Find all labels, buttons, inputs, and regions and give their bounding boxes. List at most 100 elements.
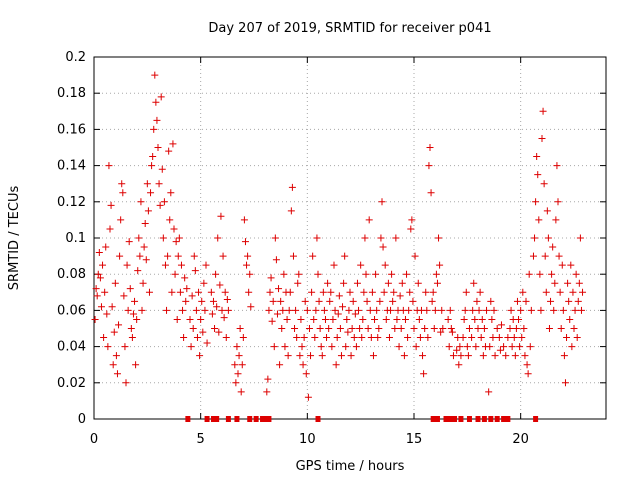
data-point [247,303,255,311]
data-point [457,352,465,360]
data-point [547,297,555,305]
data-point [170,225,178,233]
data-point [102,243,110,251]
data-point [208,310,216,318]
data-point [231,361,239,369]
data-point [135,234,143,242]
data-point [412,343,420,351]
data-point [540,180,548,188]
data-point [373,306,381,314]
data-point [317,343,325,351]
data-point [465,325,473,332]
data-point [318,352,326,360]
data-point [366,306,374,314]
zero-value-marker [253,416,259,422]
data-point [401,315,409,323]
zero-value-marker [488,416,494,422]
data-point [348,325,356,332]
data-point [490,306,498,314]
data-point [446,306,454,314]
data-point [361,234,369,242]
data-point [324,279,332,287]
data-point [384,279,392,287]
data-point [105,162,113,170]
data-point [271,234,279,242]
data-point [174,252,182,260]
data-point [93,292,101,300]
data-point [283,315,291,323]
data-point [436,261,444,269]
data-point [296,352,304,360]
data-point [496,346,504,354]
zero-value-marker [501,416,507,422]
data-point [556,288,564,296]
data-point [198,297,206,305]
data-point [415,315,423,323]
data-point [214,234,222,242]
data-point [120,292,128,300]
data-point [161,261,169,269]
data-point [536,270,544,278]
data-point [500,343,508,351]
data-point [404,334,412,342]
data-point [232,379,240,387]
data-point [341,252,349,260]
data-point [219,252,227,260]
data-point [172,238,180,246]
data-point [224,306,232,314]
zero-value-marker [247,416,253,422]
zero-value-marker [430,416,436,422]
data-point [395,343,403,351]
data-point [276,361,284,369]
data-point [149,153,157,161]
data-point [433,279,441,287]
data-point [109,361,117,369]
data-point [305,325,313,332]
data-point [141,220,149,228]
data-point [518,334,526,342]
chart-title: Day 207 of 2019, SRMTID for receiver p04… [208,21,491,36]
data-point [244,252,252,260]
data-point [532,198,540,206]
data-point [335,292,343,300]
data-point [95,248,103,256]
data-point [435,234,443,242]
data-point [429,288,437,296]
data-point [148,162,156,170]
data-point [97,303,105,311]
data-point [278,325,286,332]
data-point [524,370,532,378]
data-point [153,116,161,124]
zero-value-marker [475,416,481,422]
data-point [167,189,175,197]
y-tick-label: 0.04 [57,340,86,355]
data-point [284,352,292,360]
zero-value-marker [533,416,539,422]
y-tick-label: 0.1 [65,231,86,246]
data-point [336,325,344,332]
data-point [449,352,457,360]
data-point [523,361,531,369]
data-point [558,261,566,269]
zero-value-marker [434,416,440,422]
data-point [314,270,322,278]
data-point [275,285,283,293]
zero-value-marker [315,416,321,422]
data-point [572,270,580,278]
data-point [145,288,153,296]
data-point [357,261,365,269]
data-point [403,270,411,278]
data-point [471,315,479,323]
data-point [269,297,277,305]
data-point [300,334,308,342]
data-point [307,352,315,360]
data-point [117,216,125,224]
data-point [222,334,230,342]
data-point [529,252,537,260]
data-point [94,270,102,278]
data-point [299,361,307,369]
data-point [134,267,142,275]
data-point [164,252,172,260]
data-point [180,334,188,342]
